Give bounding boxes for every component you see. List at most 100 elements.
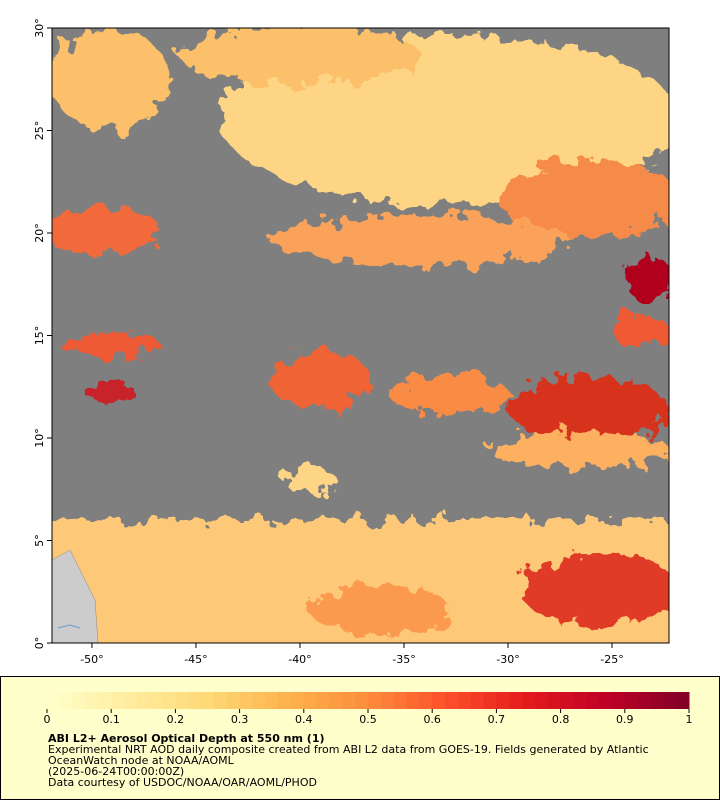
aod-patch	[310, 585, 450, 635]
y-tick-label: 0°	[33, 637, 46, 650]
colorbar-cell	[149, 692, 164, 709]
aod-patch	[390, 375, 510, 415]
aod-patch	[520, 555, 669, 625]
colorbar-cell	[226, 692, 241, 709]
colorbar-cell	[522, 692, 536, 709]
aod-patch	[490, 432, 669, 468]
x-tick-label: -25°	[600, 653, 623, 666]
river	[57, 624, 81, 629]
aod-patch	[180, 28, 420, 85]
colorbar-cell	[599, 692, 613, 709]
colorbar-cell	[650, 692, 664, 709]
colorbar-cell	[560, 692, 574, 709]
y-tick-label: 30°	[33, 18, 46, 38]
y-tick-label: 20°	[33, 223, 46, 243]
colorbar: 0 0.1 0.2 0.3 0.4 0.5 0.6 0.7 0.8 0.9 1	[44, 692, 693, 726]
legend-line: Experimental NRT AOD daily composite cre…	[48, 743, 649, 756]
colorbar-cell	[483, 692, 497, 709]
legend-line: Data courtesy of USDOC/NOAA/OAR/AOML/PHO…	[48, 776, 317, 789]
aod-patch	[270, 215, 570, 265]
colorbar-tick-label: 0.7	[488, 713, 506, 726]
colorbar-cell	[432, 692, 446, 709]
colorbar-tick-label: 0	[44, 713, 51, 726]
aod-patch	[60, 333, 160, 357]
aod-patch	[500, 160, 669, 240]
colorbar-cell	[355, 692, 369, 709]
colorbar-cell	[303, 692, 318, 709]
colorbar-cell	[496, 692, 510, 709]
y-tick-label: 15°	[33, 326, 46, 346]
colorbar-cell	[368, 692, 382, 709]
colorbar-cell	[188, 692, 202, 709]
colorbar-cell	[611, 692, 626, 709]
colorbar-tick-label: 0.6	[423, 713, 441, 726]
aod-patch	[510, 378, 669, 442]
aod-patch	[285, 465, 335, 495]
colorbar-cell	[470, 692, 485, 709]
colorbar-cell	[85, 692, 99, 709]
colorbar-cell	[175, 692, 189, 709]
colorbar-cell	[676, 692, 690, 709]
colorbar-cell	[342, 692, 356, 709]
colorbar-cell	[124, 692, 138, 709]
colorbar-cell	[509, 692, 523, 709]
aod-patch	[52, 205, 160, 255]
colorbar-cell	[663, 692, 677, 709]
y-tick-label: 25°	[33, 121, 46, 141]
colorbar-tick-label: 0.3	[231, 713, 249, 726]
colorbar-cell	[278, 692, 292, 709]
colorbar-cell	[573, 692, 587, 709]
colorbar-cell	[445, 692, 459, 709]
colorbar-cell	[637, 692, 651, 709]
colorbar-cell	[136, 692, 151, 709]
colorbar-cell	[201, 692, 215, 709]
colorbar-cell	[380, 692, 395, 709]
colorbar-cell	[265, 692, 279, 709]
colorbar-cell	[72, 692, 87, 709]
colorbar-cell	[98, 692, 112, 709]
colorbar-tick-label: 0.9	[616, 713, 634, 726]
aod-patch	[52, 30, 170, 130]
y-tick-label: 5°	[33, 534, 46, 547]
colorbar-cell	[316, 692, 330, 709]
colorbar-cell	[162, 692, 176, 709]
colorbar-cell	[59, 692, 74, 709]
colorbar-tick-label: 0.4	[295, 713, 313, 726]
y-tick-label: 10°	[33, 428, 46, 448]
colorbar-tick-label: 0.8	[552, 713, 570, 726]
x-tick-label: -45°	[184, 653, 207, 666]
colorbar-cell	[393, 692, 408, 709]
colorbar-cell	[239, 692, 253, 709]
colorbar-cell	[419, 692, 433, 709]
colorbar-cell	[329, 692, 343, 709]
colorbar-cell	[534, 692, 549, 709]
legend-line: OceanWatch node at NOAA/AOML	[48, 754, 235, 767]
colorbar-cell	[624, 692, 639, 709]
colorbar-tick-label: 0.5	[359, 713, 377, 726]
x-tick-label: -35°	[392, 653, 415, 666]
aod-patch	[270, 350, 370, 410]
land	[52, 549, 99, 643]
colorbar-cell	[586, 692, 600, 709]
x-tick-label: -40°	[288, 653, 311, 666]
colorbar-cell	[457, 692, 472, 709]
colorbar-cell	[406, 692, 420, 709]
legend-line: (2025-06-24T00:00:00Z)	[48, 765, 184, 778]
aod-patch	[610, 315, 669, 345]
aerosol-field	[52, 28, 669, 643]
colorbar-cell	[290, 692, 305, 709]
x-tick-label: -30°	[496, 653, 519, 666]
colorbar-cell	[111, 692, 125, 709]
colorbar-tick-label: 0.2	[167, 713, 185, 726]
aod-patch	[85, 380, 135, 404]
x-tick-label: -50°	[80, 653, 103, 666]
colorbar-tick-label: 0.1	[102, 713, 120, 726]
aod-patch	[628, 255, 669, 305]
colorbar-cell	[547, 692, 562, 709]
colorbar-cell	[47, 692, 61, 709]
colorbar-tick-label: 1	[686, 713, 693, 726]
legend-title: ABI L2+ Aerosol Optical Depth at 550 nm …	[48, 732, 325, 745]
map-area	[52, 28, 669, 643]
